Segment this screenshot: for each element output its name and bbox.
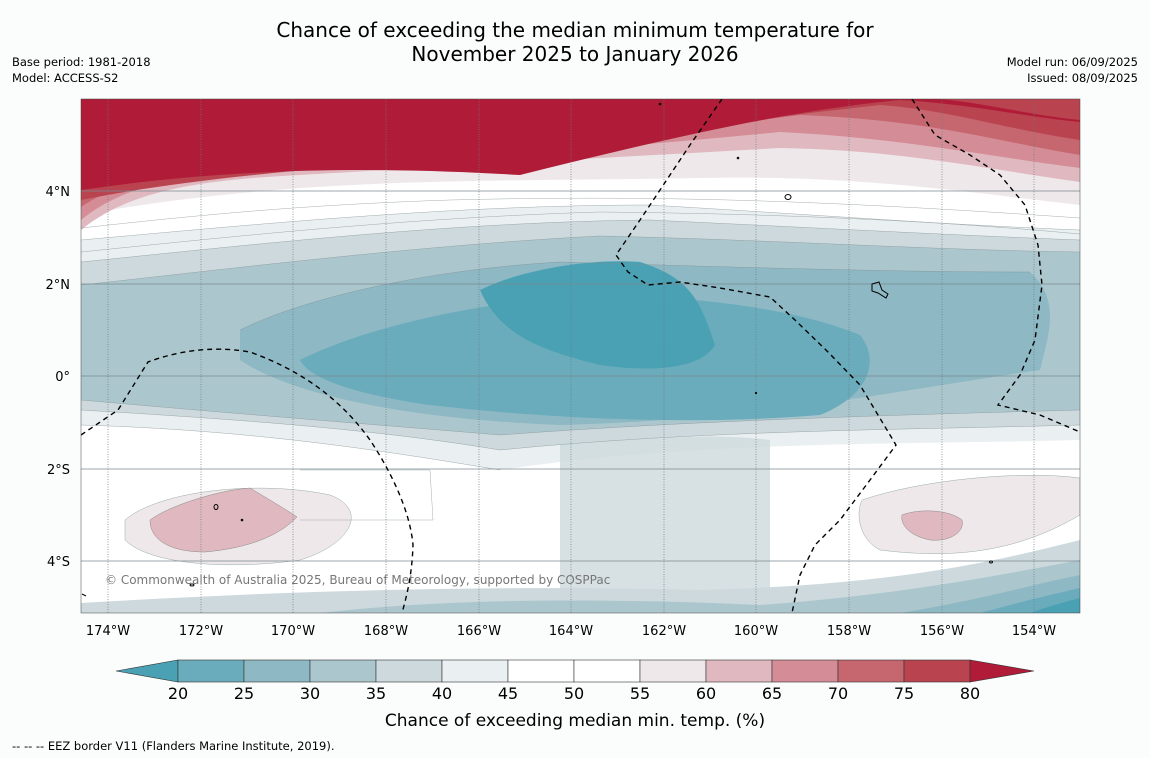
colorbar-tick-label: 75	[894, 684, 914, 703]
lat-label: 2°N	[46, 278, 71, 293]
islands	[81, 102, 993, 597]
colorbar: 20 25 30 35 40 45 50 55 60 65 70 75 80	[115, 659, 1035, 703]
meta-left: Base period: 1981-2018 Model: ACCESS-S2	[12, 54, 151, 86]
lon-label: 168°W	[364, 624, 408, 639]
colorbar-tick-label: 30	[300, 684, 320, 703]
colorbar-tick-label: 65	[762, 684, 782, 703]
colorbar-segment	[507, 659, 575, 683]
issued-date: Issued: 08/09/2025	[1027, 71, 1138, 85]
colorbar-segment	[375, 659, 443, 683]
colorbar-tick-label: 45	[498, 684, 518, 703]
latitude-gridlines	[81, 190, 1080, 562]
lon-label: 154°W	[1012, 624, 1056, 639]
colorbar-segment	[837, 659, 905, 683]
colorbar-segment	[309, 659, 377, 683]
colorbar-tick-label: 40	[432, 684, 452, 703]
lat-label: 4°S	[47, 555, 70, 570]
lon-label: 156°W	[920, 624, 964, 639]
longitude-gridlines	[107, 99, 1035, 613]
latitude-labels: 4°N 2°N 0° 2°S 4°S	[46, 185, 71, 570]
colorbar-segment	[441, 659, 509, 683]
colorbar-tick-label: 20	[168, 684, 188, 703]
colorbar-label: Chance of exceeding median min. temp. (%…	[385, 711, 765, 731]
colorbar-segment	[573, 659, 641, 683]
lon-label: 172°W	[179, 624, 223, 639]
colorbar-segment	[705, 659, 773, 683]
colorbar-tick-label: 50	[564, 684, 584, 703]
forecast-map: © Commonwealth of Australia 2025, Bureau…	[46, 98, 1081, 731]
model-run: Model run: 06/09/2025	[1006, 55, 1138, 69]
map-title: Chance of exceeding the median minimum t…	[0, 18, 1150, 66]
colorbar-tick-label: 70	[828, 684, 848, 703]
lat-label: 2°S	[47, 463, 70, 478]
lon-label: 174°W	[86, 624, 130, 639]
lat-label: 0°	[55, 370, 70, 385]
lon-label: 164°W	[549, 624, 593, 639]
colorbar-tick-label: 25	[234, 684, 254, 703]
lon-label: 158°W	[827, 624, 871, 639]
base-period: Base period: 1981-2018	[12, 55, 151, 69]
eez-borders	[81, 99, 1080, 613]
colorbar-segment	[639, 659, 707, 683]
model-name: Model: ACCESS-S2	[12, 71, 119, 85]
plot-frame	[80, 98, 1081, 614]
lon-label: 170°W	[271, 624, 315, 639]
lon-label: 166°W	[457, 624, 501, 639]
colorbar-extend-high	[969, 659, 1035, 683]
contour-field	[81, 99, 1080, 613]
colorbar-segment	[903, 659, 971, 683]
colorbar-segment	[243, 659, 311, 683]
longitude-labels: 174°W 172°W 170°W 168°W 166°W 164°W 162°…	[86, 624, 1056, 639]
colorbar-extend-low	[115, 659, 179, 683]
title-line-2: November 2025 to January 2026	[411, 42, 739, 66]
colorbar-segment	[771, 659, 839, 683]
title-line-1: Chance of exceeding the median minimum t…	[276, 18, 874, 42]
lon-label: 162°W	[642, 624, 686, 639]
meta-right: Model run: 06/09/2025 Issued: 08/09/2025	[1007, 54, 1138, 86]
eez-footnote: -- -- -- EEZ border V11 (Flanders Marine…	[12, 739, 335, 753]
colorbar-tick-label: 35	[366, 684, 386, 703]
lon-label: 160°W	[734, 624, 778, 639]
colorbar-tick-label: 55	[630, 684, 650, 703]
colorbar-tick-label: 80	[960, 684, 980, 703]
copyright-text: © Commonwealth of Australia 2025, Bureau…	[105, 573, 610, 587]
lat-label: 4°N	[46, 185, 71, 200]
colorbar-tick-label: 60	[696, 684, 716, 703]
colorbar-segment	[177, 659, 245, 683]
